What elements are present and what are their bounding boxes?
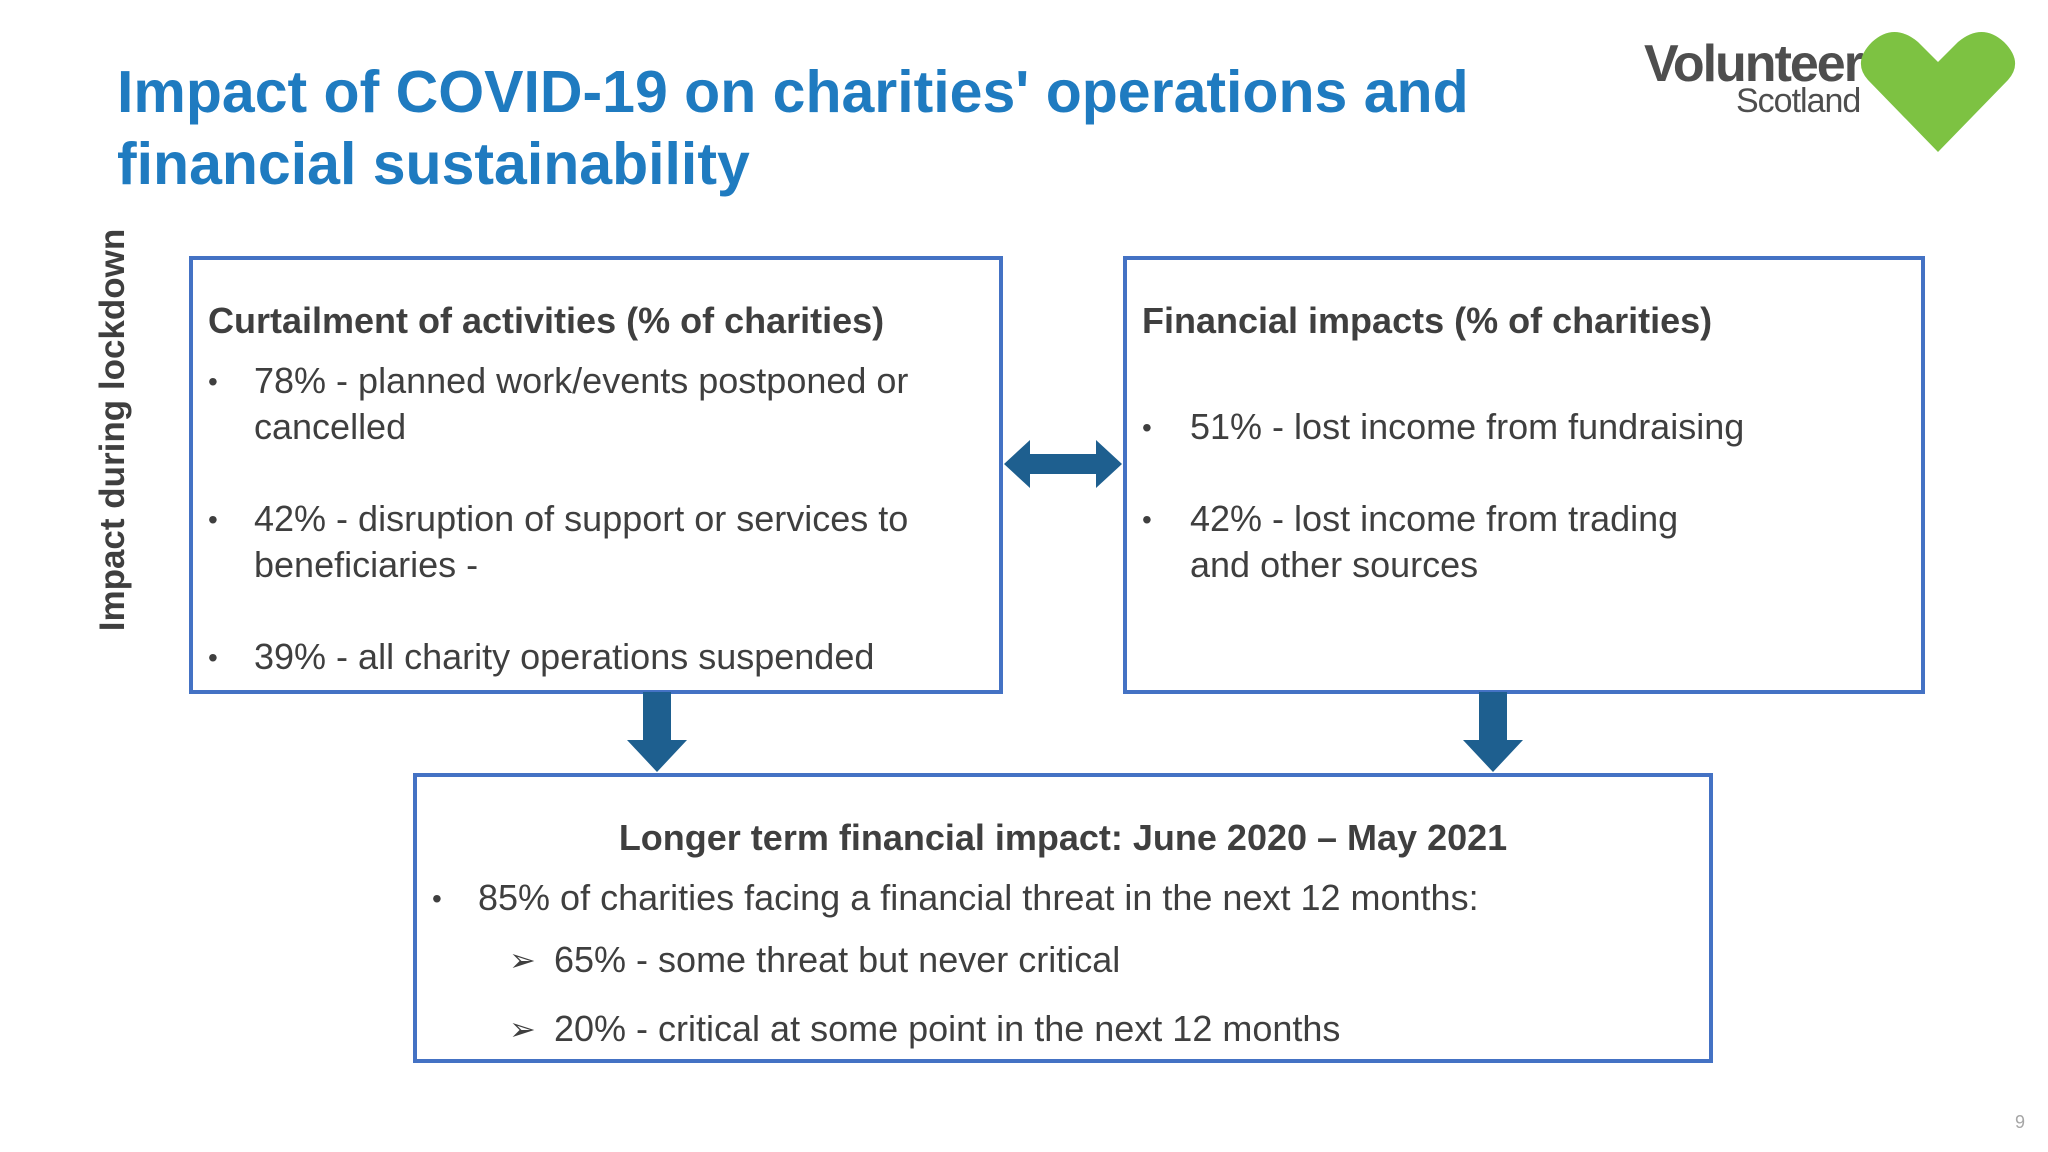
bullet-dot: • — [208, 366, 218, 397]
bullet-dot: • — [208, 504, 218, 535]
heart-icon — [1860, 32, 2016, 152]
curtailment-item: 42% - disruption of support or services … — [254, 498, 909, 585]
slide-title: Impact of COVID-19 on charities' operati… — [117, 59, 1469, 197]
page-number: 9 — [2015, 1112, 2026, 1132]
logo-subtitle: Scotland — [1736, 82, 1861, 120]
longer-term-subitem: 20% - critical at some point in the next… — [554, 1008, 1341, 1049]
double-headed-arrow-icon — [1004, 440, 1122, 488]
down-arrow-icon — [1463, 692, 1523, 772]
bullet-dot: • — [1142, 504, 1152, 535]
curtailment-item: 39% - all charity operations suspended — [254, 636, 875, 677]
financial-impact-item: 42% - lost income from trading and other… — [1190, 498, 1679, 585]
bullet-dot: • — [208, 642, 218, 673]
curtailment-item: 78% - planned work/events postponed or c… — [254, 360, 909, 447]
logo-wordmark: Volunteer — [1644, 35, 1864, 93]
financial-impact-item: 51% - lost income from fundraising — [1190, 406, 1745, 447]
down-arrow-icon — [627, 692, 687, 772]
arrow-bullet-icon: ➢ — [509, 942, 536, 978]
longer-term-subitem: 65% - some threat but never critical — [554, 939, 1121, 980]
arrow-bullet-icon: ➢ — [509, 1011, 536, 1047]
curtailment-box: Curtailment of activities (% of charitie… — [189, 256, 1003, 694]
longer-term-item: 85% of charities facing a financial thre… — [478, 877, 1479, 918]
bullet-dot: • — [1142, 412, 1152, 443]
longer-term-impact-box: Longer term financial impact: June 2020 … — [413, 773, 1713, 1063]
curtailment-heading: Curtailment of activities (% of charitie… — [208, 300, 885, 341]
financial-impacts-heading: Financial impacts (% of charities) — [1142, 300, 1713, 341]
longer-term-heading: Longer term financial impact: June 2020 … — [618, 817, 1508, 858]
volunteer-scotland-logo: Volunteer Scotland — [1640, 32, 2020, 164]
bullet-dot: • — [432, 883, 442, 914]
financial-impacts-box: Financial impacts (% of charities) • 51%… — [1123, 256, 1925, 694]
side-label: Impact during lockdown — [93, 228, 132, 632]
